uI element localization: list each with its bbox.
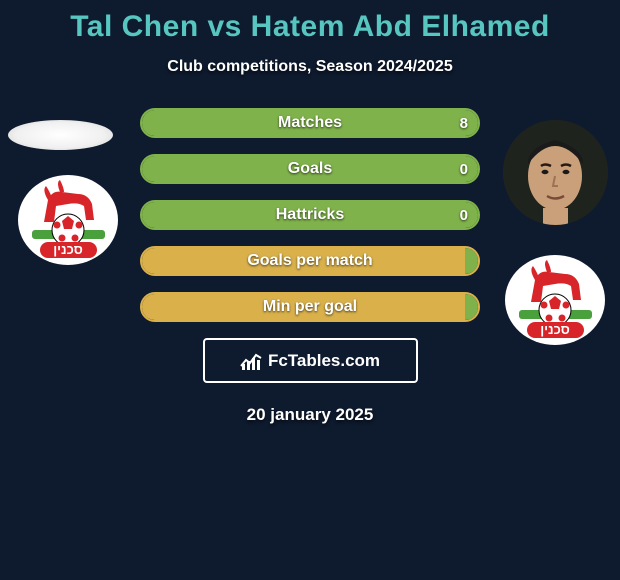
- face-icon: [503, 120, 608, 225]
- bar-label: Min per goal: [142, 294, 478, 320]
- bar-label: Goals per match: [142, 248, 478, 274]
- player2-avatar: [503, 120, 608, 225]
- page-title: Tal Chen vs Hatem Abd Elhamed: [0, 0, 620, 44]
- comparison-bars: Matches8Goals0Hattricks0Goals per matchM…: [140, 108, 480, 322]
- svg-text:סכנין: סכנין: [53, 242, 83, 257]
- brand-chart-icon: [240, 351, 262, 371]
- subtitle: Club competitions, Season 2024/2025: [0, 58, 620, 76]
- club-badge-icon: סכנין: [26, 180, 111, 260]
- bar-value-p2: 0: [460, 202, 468, 228]
- bar-label: Hattricks: [142, 202, 478, 228]
- brand-box: FcTables.com: [203, 338, 418, 383]
- player1-club-badge: סכנין: [18, 175, 118, 265]
- svg-text:סכנין: סכנין: [540, 322, 570, 337]
- stat-bar-matches: Matches8: [140, 108, 480, 138]
- player2-club-badge: סכנין: [505, 255, 605, 345]
- club-badge-icon: סכנין: [513, 260, 598, 340]
- bar-label: Matches: [142, 110, 478, 136]
- stat-bar-hattricks: Hattricks0: [140, 200, 480, 230]
- bar-value-p2: 8: [460, 110, 468, 136]
- bar-label: Goals: [142, 156, 478, 182]
- bar-value-p2: 0: [460, 156, 468, 182]
- stat-bar-goals-per-match: Goals per match: [140, 246, 480, 276]
- date-text: 20 january 2025: [0, 405, 620, 425]
- stat-bar-goals: Goals0: [140, 154, 480, 184]
- brand-text: FcTables.com: [268, 351, 380, 371]
- player1-avatar: [8, 120, 113, 150]
- stat-bar-min-per-goal: Min per goal: [140, 292, 480, 322]
